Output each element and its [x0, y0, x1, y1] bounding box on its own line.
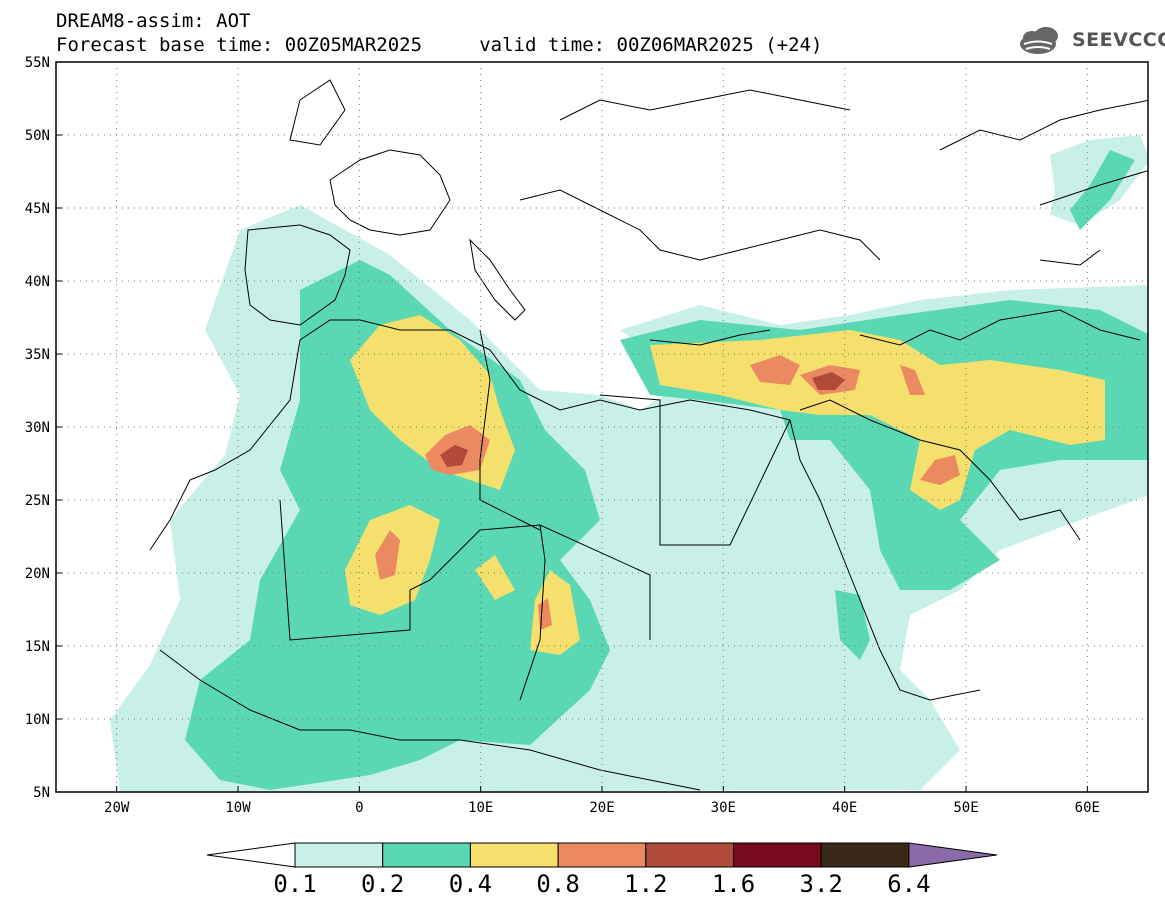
- colorbar-bin: [469, 842, 559, 868]
- lat-tick-label: 5N: [33, 785, 50, 801]
- country-borders: [149, 79, 1148, 791]
- lon-tick-label: 20E: [589, 800, 614, 816]
- lon-tick-label: 30E: [711, 800, 736, 816]
- colorbar-label: 1.6: [711, 870, 756, 898]
- lat-tick-label: 15N: [25, 639, 50, 655]
- lon-tick-label: 60E: [1075, 800, 1100, 816]
- lat-tick-label: 25N: [25, 493, 50, 509]
- lat-tick-label: 40N: [25, 274, 50, 290]
- colorbar-bin: [557, 842, 647, 868]
- colorbar-label: 0.8: [536, 870, 580, 898]
- colorbar-label: 0.4: [448, 870, 493, 898]
- colorbar-bin: [733, 842, 822, 868]
- lat-tick-label: 50N: [25, 128, 50, 144]
- lon-tick-label: 10E: [468, 800, 493, 816]
- lon-tick-label: 40E: [832, 800, 857, 816]
- colorbar-bin: [645, 842, 734, 868]
- lon-tick-label: 20W: [104, 800, 130, 816]
- lat-tick-label: 45N: [25, 201, 50, 217]
- cloud-icon: [1020, 27, 1058, 54]
- lat-tick-label: 10N: [25, 712, 50, 728]
- lat-tick-label: 35N: [25, 347, 50, 363]
- lat-tick-label: 55N: [25, 55, 50, 71]
- logo-text: SEEVCCC: [1072, 29, 1165, 51]
- map-gridlines: [56, 62, 1148, 792]
- lon-tick-label: 50E: [953, 800, 978, 816]
- colorbar-label: 1.2: [624, 870, 668, 898]
- colorbar-bin: [294, 842, 384, 868]
- colorbar-label: 6.4: [887, 870, 931, 898]
- forecast-time-line: Forecast base time: 00Z05MAR2025 valid t…: [56, 34, 823, 56]
- lon-tick-label: 0: [355, 800, 363, 816]
- longitude-labels: 20W 10W 0 10E 20E 30E 40E 50E 60E: [104, 786, 1100, 816]
- colorbar-under-arrow: [206, 842, 296, 868]
- lat-tick-label: 20N: [25, 566, 50, 582]
- map-title: DREAM8-assim: AOT: [56, 10, 251, 32]
- colorbar: [206, 842, 997, 868]
- colorbar-label: 0.2: [361, 870, 405, 898]
- colorbar-bin: [382, 842, 471, 868]
- colorbar-label: 3.2: [799, 870, 843, 898]
- colorbar-bin: [820, 842, 910, 868]
- lat-tick-label: 30N: [25, 420, 50, 436]
- lon-tick-label: 10W: [225, 800, 251, 816]
- colorbar-over-arrow: [908, 842, 997, 868]
- latitude-labels: 55N 50N 45N 40N 35N 30N 25N 20N 15N 10N 5N: [25, 55, 62, 801]
- aot-contours: [110, 135, 1148, 792]
- contour-level-1.2: [440, 372, 845, 467]
- colorbar-label: 0.1: [273, 870, 317, 898]
